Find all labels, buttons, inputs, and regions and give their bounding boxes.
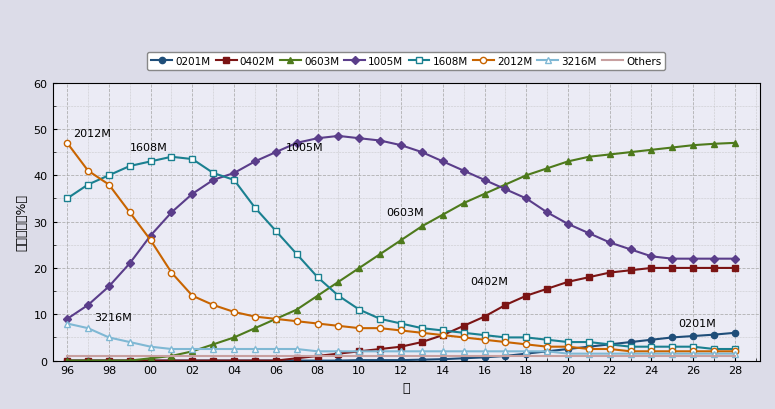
Text: 0201M: 0201M	[679, 318, 716, 328]
Text: 0603M: 0603M	[387, 207, 424, 217]
Text: 0402M: 0402M	[470, 276, 508, 286]
Text: 3216M: 3216M	[95, 312, 132, 322]
Y-axis label: 構成比率（%）: 構成比率（%）	[15, 193, 28, 250]
Text: 1005M: 1005M	[286, 142, 324, 153]
Legend: 0201M, 0402M, 0603M, 1005M, 1608M, 2012M, 3216M, Others: 0201M, 0402M, 0603M, 1005M, 1608M, 2012M…	[147, 53, 665, 71]
X-axis label: 年: 年	[402, 381, 410, 394]
Text: 2012M: 2012M	[74, 128, 112, 139]
Text: 1608M: 1608M	[129, 142, 167, 153]
